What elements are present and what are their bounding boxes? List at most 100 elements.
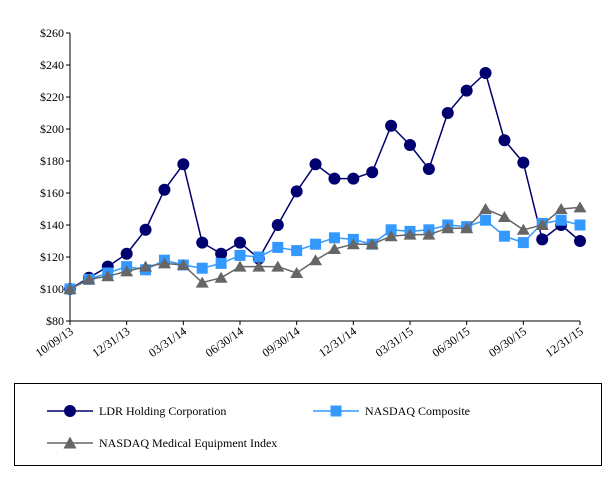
data-point [555,214,567,226]
x-tick-label: 12/31/15 [543,324,586,360]
chart-axes: $80 $100 $120 $140 $160 $180 $200 $220 $240 $260 1… [33,26,586,360]
data-point [271,219,284,231]
data-point [346,238,360,250]
data-point [327,243,341,254]
data-point [404,139,416,151]
data-point [309,254,323,266]
data-point [516,223,530,235]
x-tick-label: 12/31/13 [89,324,132,360]
series-0 [64,67,586,295]
x-tick-label: 03/31/15 [373,324,416,360]
data-point [177,158,190,171]
legend-label-ldr: LDR Holding Corporation [99,403,227,418]
data-point [554,203,568,214]
data-point [384,230,398,242]
data-point [271,260,285,272]
data-point [403,228,417,240]
series-line [69,206,581,290]
data-point [234,236,246,249]
x-tick-label: 09/30/14 [259,324,302,360]
chart-series [63,67,587,295]
legend-label-nasdaq-medical: NASDAQ Medical Equipment Index [99,435,278,450]
data-point [158,183,171,196]
data-point [215,247,228,260]
y-tick-label: $100 [40,282,64,296]
data-point [120,265,134,277]
data-point [328,232,340,244]
legend-marker-circle [47,405,93,417]
x-tick-label: 10/09/13 [33,324,76,360]
data-point [385,224,397,236]
data-point [252,260,266,272]
data-point [498,134,511,147]
data-point [215,257,227,269]
series-line [69,71,581,290]
legend-marker-triangle [47,436,93,449]
data-point [365,238,379,250]
data-point [441,107,454,119]
data-point [196,236,209,249]
chart-legend: LDR Holding Corporation NASDAQ Composite… [14,383,602,466]
legend-marker-square [313,405,359,417]
data-point [310,238,322,250]
y-tick-label: $120 [40,250,64,264]
x-tick-label: 06/30/15 [429,324,472,360]
y-tick-label: $160 [40,186,64,200]
x-tick-label: 03/31/14 [146,324,189,360]
data-point [535,219,549,230]
data-point [366,166,379,179]
data-point [291,245,303,257]
data-point [422,163,435,175]
legend-item-ldr: LDR Holding Corporation [47,401,226,421]
y-tick-label: $240 [40,58,64,72]
y-tick-label: $180 [40,154,64,168]
data-point [196,262,208,274]
data-point [328,172,341,185]
data-point [195,276,209,288]
data-point [441,222,455,234]
data-point [253,251,265,263]
data-point [422,228,436,240]
legend-item-nasdaq-medical: NASDAQ Medical Equipment Index [47,433,277,453]
data-point [234,249,246,261]
data-point [479,203,493,214]
legend-item-nasdaq-composite: NASDAQ Composite [313,401,470,421]
data-point [347,172,360,185]
data-point [460,84,473,97]
data-point [82,273,96,285]
data-point [385,119,398,132]
data-point [214,271,228,283]
x-tick-label: 06/30/14 [203,324,246,360]
x-tick-label: 12/31/14 [316,324,359,360]
data-point [233,260,247,272]
data-point [120,247,133,260]
y-tick-label: $200 [40,122,64,136]
data-point [139,223,152,236]
data-point [272,241,284,253]
y-tick-label: $220 [40,90,64,104]
data-point [573,201,587,213]
data-point [574,219,586,231]
data-point [480,214,492,226]
data-point [517,156,530,169]
data-point [498,230,510,242]
y-tick-label: $80 [46,314,64,328]
data-point [63,283,77,294]
line-chart: $80 $100 $120 $140 $160 $180 $200 $220 $240 $260 1… [33,26,587,360]
data-point [290,267,304,278]
data-point [460,222,474,234]
data-point [479,67,492,79]
data-point [574,235,586,247]
data-point [176,259,190,270]
data-point [101,270,115,282]
data-point [536,233,549,246]
series-2 [63,201,587,294]
data-point [157,257,171,269]
data-point [517,237,529,249]
data-point [309,158,322,171]
legend-label-nasdaq-composite: NASDAQ Composite [365,403,471,418]
y-tick-label: $140 [40,218,64,232]
data-point [139,260,153,272]
x-tick-label: 09/30/15 [486,324,529,360]
data-point [290,185,303,198]
